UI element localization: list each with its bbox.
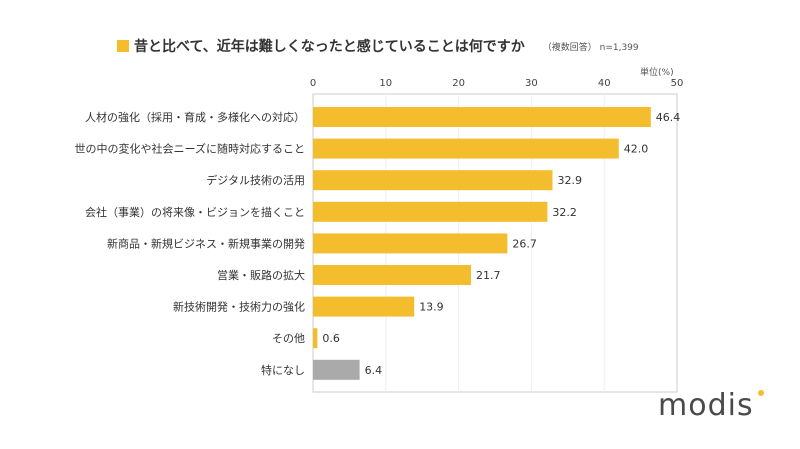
category-label: その他: [272, 332, 305, 345]
bar: [313, 296, 415, 317]
data-label: 32.9: [558, 174, 583, 187]
data-label: 0.6: [322, 332, 340, 345]
bar: [313, 201, 548, 222]
bar: [313, 170, 553, 191]
data-label: 13.9: [419, 301, 444, 314]
category-label: 新商品・新規ビジネス・新規事業の開発: [107, 236, 305, 250]
data-label: 32.2: [552, 206, 577, 219]
modis-logo: modis: [658, 388, 764, 423]
data-label: 46.4: [656, 111, 681, 124]
category-label: 人材の強化（採用・育成・多様化への対応）: [85, 110, 305, 124]
data-label: 6.4: [365, 364, 383, 377]
category-label: 特になし: [261, 363, 305, 377]
category-label: 営業・販路の拡大: [217, 268, 305, 282]
tick-label: 40: [598, 78, 611, 89]
unit-label: 単位(%): [640, 68, 674, 78]
category-label: 世の中の変化や社会ニーズに随時対応すること: [75, 142, 305, 156]
bar: [313, 359, 360, 380]
bar: [313, 265, 471, 285]
data-label: 21.7: [476, 269, 501, 282]
tick-label: 20: [452, 78, 465, 89]
tick-label: 50: [671, 78, 684, 89]
category-label: 会社（事業）の将来像・ビジョンを描くこと: [85, 205, 305, 219]
category-label: 新技術開発・技術力の強化: [173, 300, 305, 314]
bar: [313, 328, 318, 349]
bar: [313, 107, 651, 127]
title-text: 昔と比べて、近年は難しくなったと感じていることは何ですか: [134, 39, 525, 55]
bar: [313, 233, 508, 254]
tick-label: 0: [310, 78, 316, 89]
tick-label: 30: [525, 78, 538, 89]
sample-note: （複数回答） n=1,399: [542, 42, 639, 53]
chart-title: 昔と比べて、近年は難しくなったと感じていることは何ですか （複数回答） n=1,3…: [117, 36, 639, 56]
category-label: デジタル技術の活用: [206, 173, 305, 187]
data-label: 26.7: [512, 237, 537, 250]
tick-label: 10: [379, 78, 392, 89]
bar: [313, 138, 619, 159]
legend-swatch: [117, 40, 129, 52]
data-label: 42.0: [624, 143, 649, 156]
